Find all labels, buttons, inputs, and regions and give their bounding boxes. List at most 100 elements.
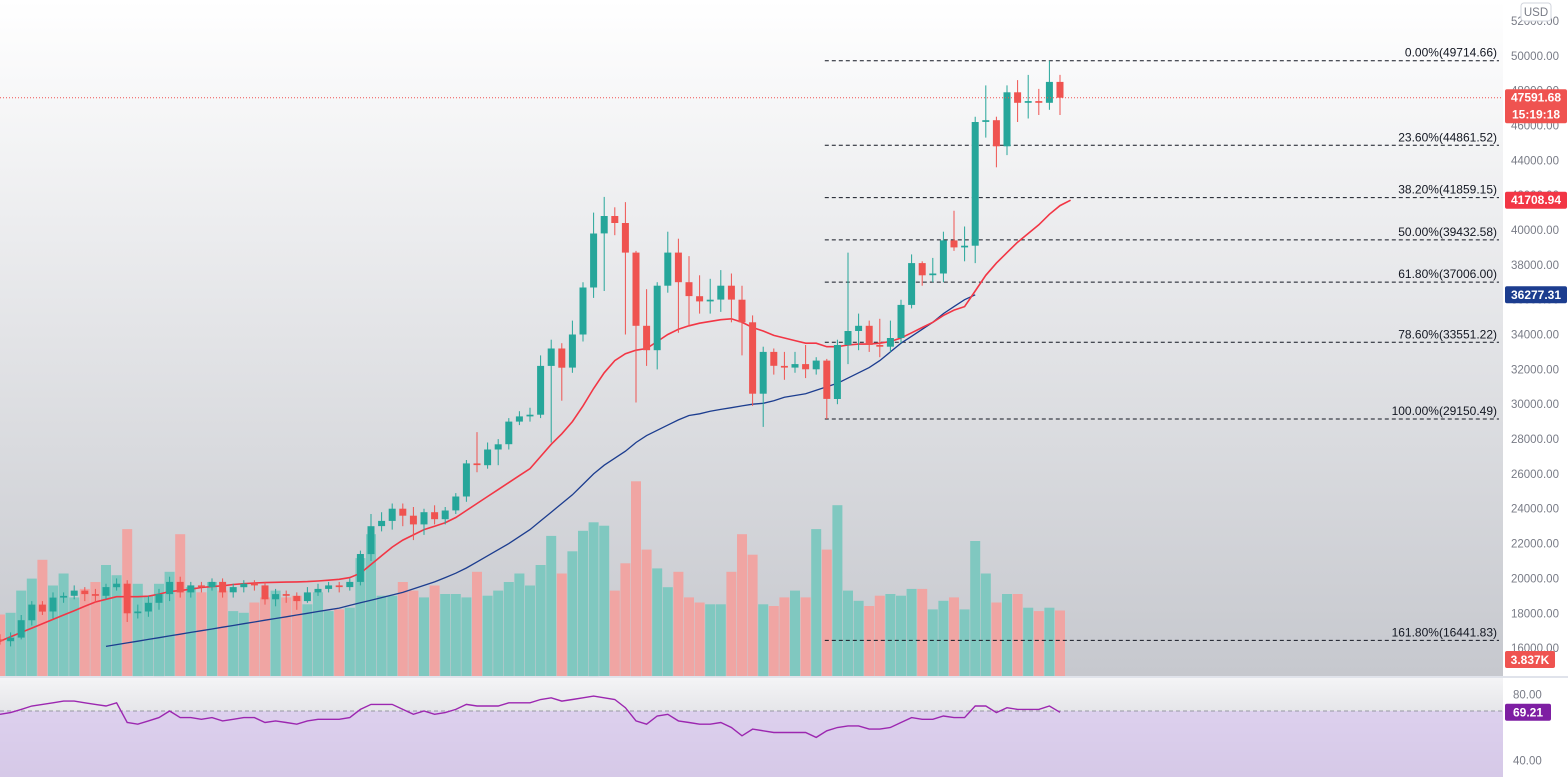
candle[interactable] [1003, 85, 1011, 156]
candle[interactable] [452, 493, 460, 514]
candle[interactable] [144, 595, 152, 617]
candle[interactable] [674, 238, 682, 333]
candle[interactable] [505, 418, 513, 450]
candle[interactable] [49, 592, 57, 619]
candle[interactable] [727, 273, 735, 323]
candle[interactable] [558, 343, 566, 401]
candle[interactable] [547, 339, 555, 443]
pane-separator[interactable] [0, 676, 1568, 678]
candle[interactable] [961, 226, 969, 262]
rsi-pane[interactable]: 80.00 40.00 69.21 [0, 690, 1551, 778]
candle[interactable] [833, 339, 841, 405]
candle[interactable] [886, 320, 894, 352]
candle[interactable] [420, 508, 428, 535]
candle[interactable] [134, 604, 142, 619]
candle[interactable] [823, 358, 831, 419]
candle[interactable] [399, 503, 407, 527]
candle[interactable] [17, 615, 25, 640]
candle[interactable] [717, 270, 725, 312]
candle[interactable] [409, 507, 417, 541]
candle[interactable] [229, 583, 237, 598]
candle[interactable] [685, 256, 693, 326]
candle[interactable] [664, 231, 672, 293]
candle[interactable] [346, 578, 354, 591]
candle[interactable] [643, 289, 651, 366]
candle[interactable] [378, 512, 386, 532]
candle[interactable] [982, 85, 990, 138]
candle[interactable] [356, 550, 364, 586]
candle[interactable] [250, 580, 258, 591]
candle[interactable] [590, 212, 598, 298]
candle[interactable] [526, 407, 534, 422]
candle[interactable] [855, 313, 863, 351]
candle[interactable] [971, 116, 979, 264]
candle[interactable] [431, 505, 439, 525]
candle[interactable] [929, 257, 937, 283]
candle[interactable] [208, 578, 216, 591]
candle[interactable] [802, 345, 810, 379]
candle[interactable] [791, 351, 799, 373]
candle[interactable] [388, 503, 396, 530]
candle[interactable] [187, 581, 195, 598]
candle[interactable] [60, 592, 68, 603]
candle[interactable] [484, 442, 492, 469]
candle[interactable] [579, 282, 587, 342]
candle[interactable] [282, 590, 290, 603]
candle[interactable] [123, 580, 131, 622]
candle[interactable] [70, 585, 78, 600]
candle[interactable] [568, 320, 576, 373]
candle[interactable] [844, 252, 852, 365]
candle[interactable] [918, 261, 926, 286]
candle[interactable] [812, 357, 820, 375]
candle[interactable] [102, 583, 110, 600]
candle[interactable] [992, 116, 1000, 168]
candle[interactable] [325, 581, 333, 593]
candle[interactable] [367, 514, 375, 561]
fib-retracement[interactable]: 0.00%(49714.66) 23.60%(44861.52) 38.20%(41… [824, 46, 1499, 641]
candle[interactable] [81, 587, 89, 602]
candle[interactable] [876, 318, 884, 358]
candle[interactable] [1045, 60, 1053, 110]
candle[interactable] [770, 348, 778, 375]
candle[interactable] [600, 196, 608, 291]
candle[interactable] [272, 588, 280, 607]
candle[interactable] [494, 439, 502, 466]
candle[interactable] [38, 601, 46, 615]
candles[interactable] [0, 60, 1064, 647]
candle[interactable] [7, 632, 15, 647]
candle[interactable] [939, 231, 947, 283]
candle[interactable] [759, 346, 767, 427]
candle[interactable] [621, 202, 629, 335]
candle[interactable] [155, 588, 163, 610]
currency-badge[interactable]: USD [1520, 2, 1552, 22]
candle[interactable] [197, 581, 205, 593]
candle[interactable] [0, 634, 4, 645]
candle[interactable] [261, 581, 269, 605]
candle[interactable] [1024, 74, 1032, 119]
candle[interactable] [696, 275, 704, 314]
candle[interactable] [314, 583, 322, 596]
candle[interactable] [749, 315, 757, 406]
candle[interactable] [950, 210, 958, 251]
candle[interactable] [611, 207, 619, 236]
candle[interactable] [441, 507, 449, 525]
candle[interactable] [897, 299, 905, 344]
candle[interactable] [865, 320, 873, 352]
candle[interactable] [176, 576, 184, 598]
candle[interactable] [1056, 74, 1064, 115]
candle[interactable] [908, 254, 916, 309]
candle[interactable] [462, 460, 470, 502]
candle[interactable] [780, 351, 788, 380]
candle[interactable] [706, 278, 714, 314]
candle[interactable] [293, 592, 301, 610]
candle[interactable] [1035, 88, 1043, 115]
candle[interactable] [303, 587, 311, 603]
candle[interactable] [738, 285, 746, 356]
candle[interactable] [473, 432, 481, 473]
candle[interactable] [219, 578, 227, 598]
candle[interactable] [28, 601, 36, 626]
candle[interactable] [335, 581, 343, 593]
candle[interactable] [632, 250, 640, 403]
